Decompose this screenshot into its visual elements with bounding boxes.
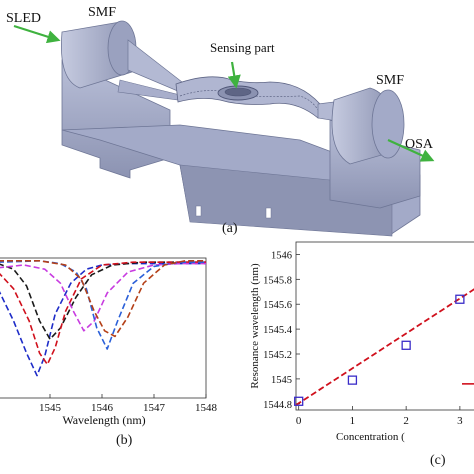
- panel-c-y-tick-label: 1545.4: [263, 325, 293, 336]
- panel-c-data-point: [294, 396, 304, 406]
- panel-c-x-tick-label: 0: [296, 415, 302, 427]
- panel-c-points-group: [294, 294, 465, 406]
- panel-c-y-tick-label: 1545: [271, 375, 292, 386]
- panel-c-y-tick-label: 1545.6: [263, 300, 292, 311]
- panel-b-x-tick-label: 1548: [195, 402, 218, 414]
- panel-c-y-tick-label: 1545.8: [263, 275, 292, 286]
- panel-b-series-line-4: [0, 262, 206, 332]
- panel-c-y-tick-label: 1545.2: [263, 350, 292, 361]
- osa-output-arrow: [387, 138, 435, 162]
- osa-label: OSA: [405, 137, 434, 152]
- sensing-part-label: Sensing part: [210, 40, 275, 55]
- panel-c-axes-box: [295, 241, 474, 411]
- panel-b-spectra-chart: 1545 1546 1547 1548 Wavelength (nm) (b): [0, 257, 218, 448]
- panel-c-y-tick-label: 1544.8: [263, 400, 292, 411]
- panel-c-tag: (c): [430, 453, 446, 468]
- panel-c-data-point: [455, 294, 465, 304]
- panel-c-resonance-chart: 1544.8 1545 1545.2 1545.4 1545.6 1545.8 1546 0 1…: [249, 241, 474, 468]
- panel-b-series-group: [0, 260, 206, 377]
- panel-c-x-tick-label: 3: [457, 415, 463, 427]
- right-cylinder-face: [371, 89, 405, 159]
- notch: [195, 205, 202, 217]
- panel-b-series-line-6: [0, 260, 206, 338]
- notch: [265, 207, 272, 219]
- sled-label: SLED: [6, 11, 41, 26]
- panel-c-ticks: 1544.8 1545 1545.2 1545.4 1545.6 1545.8 1546 0 1…: [263, 250, 463, 427]
- smf-right-label: SMF: [376, 73, 404, 88]
- panel-a-device-illustration: SLED SMF Sensing part SMF OSA (a): [6, 5, 435, 237]
- panel-b-axes-box: [0, 257, 207, 399]
- panel-b-tag: (b): [116, 433, 133, 448]
- panel-c-data-point: [401, 340, 411, 350]
- panel-b-x-tick-label: 1547: [143, 402, 166, 414]
- bridge-edge: [179, 90, 319, 111]
- panel-c-x-axis-label: Concentration (: [336, 431, 405, 443]
- panel-b-x-tick-label: 1545: [39, 402, 62, 414]
- sled-input-arrow: [13, 24, 61, 44]
- panel-b-series-line-2: [0, 261, 206, 340]
- panel-c-data-point: [347, 375, 358, 385]
- sensing-part-arrow: [227, 61, 241, 89]
- panel-c-y-tick-label: 1546: [271, 250, 292, 261]
- panel-b-x-tick-label: 1546: [91, 402, 114, 414]
- panel-b-x-ticks: 1545 1546 1547 1548: [39, 394, 218, 414]
- base-rail-front: [179, 164, 393, 237]
- panel-c-x-tick-label: 1: [350, 415, 356, 427]
- sensing-chamber-hole: [224, 87, 252, 97]
- smf-left-label: SMF: [88, 5, 116, 20]
- panel-a-tag: (a): [222, 221, 238, 236]
- panel-b-x-axis-label: Wavelength (nm): [62, 413, 145, 427]
- panel-c-y-axis-label: Resonance wavelength (nm): [249, 263, 261, 389]
- panel-c-x-tick-label: 2: [403, 415, 409, 427]
